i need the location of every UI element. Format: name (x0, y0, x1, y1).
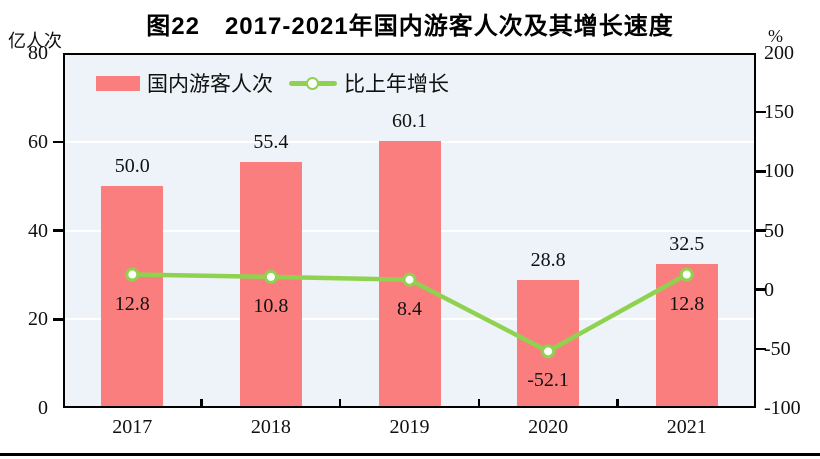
bar-value-label: 28.8 (530, 249, 566, 272)
bar-value-label: 55.4 (253, 131, 289, 154)
left-axis-tick (53, 229, 63, 232)
growth-value-label: 12.8 (114, 292, 150, 315)
x-axis-tick (338, 399, 342, 408)
growth-point (125, 267, 140, 282)
growth-point (263, 269, 278, 284)
bar-legend-label: 国内游客人次 (147, 72, 273, 96)
left-axis-tick-label: 60 (28, 130, 48, 153)
growth-line-layer (125, 267, 694, 359)
left-axis-tick-label: 80 (28, 42, 48, 64)
left-axis-tick-label: 0 (38, 397, 48, 419)
bar (101, 186, 164, 408)
x-axis-label: 2021 (666, 416, 707, 438)
growth-point (679, 267, 694, 282)
x-axis-label: 2018 (250, 416, 291, 438)
right-axis-tick (756, 347, 766, 351)
right-axis-tick-label: -100 (764, 397, 801, 419)
x-axis-label: 2019 (389, 416, 430, 438)
x-axis-tick (477, 399, 481, 408)
left-axis-tick-label: 40 (28, 219, 48, 242)
line-legend-label: 比上年增长 (344, 72, 449, 96)
line-legend-marker-icon (306, 76, 319, 90)
bar-value-label: 60.1 (392, 110, 427, 133)
growth-value-label: 10.8 (253, 294, 289, 317)
x-axis-label: 2017 (112, 416, 153, 438)
x-axis-tick (616, 399, 619, 408)
right-axis-tick-label: 50 (764, 219, 784, 242)
plot-area: 国内游客人次 比上年增长 50.0 55.4 60.1 28.8 32.5 12.8 10.… (63, 53, 756, 408)
chart-title: 图22 2017-2021年国内游客人次及其增长速度 (146, 13, 674, 40)
bar-legend-swatch (96, 75, 140, 91)
bar (239, 162, 302, 408)
right-axis-tick-label: -50 (764, 337, 791, 360)
right-axis-tick (756, 110, 766, 114)
left-axis-unit: 亿人次 (8, 31, 62, 51)
x-axis-tick (200, 399, 203, 408)
growth-value-label: 8.4 (397, 297, 422, 320)
right-axis-tick (756, 229, 766, 232)
bar (517, 280, 580, 408)
growth-point (541, 344, 556, 359)
x-axis-label: 2020 (528, 416, 569, 438)
growth-point (402, 272, 417, 287)
left-axis-tick (53, 140, 63, 143)
right-axis-tick-label: 100 (764, 160, 794, 183)
right-axis-unit: % (768, 26, 783, 46)
growth-value-label: 12.8 (669, 292, 705, 315)
growth-value-label: -52.1 (527, 369, 569, 392)
left-axis-tick-label: 20 (28, 308, 48, 331)
figure-bottom-rule (0, 453, 820, 456)
right-axis-tick-label: 150 (764, 101, 794, 124)
right-axis-tick-label: 0 (764, 278, 774, 301)
line-legend-swatch (289, 76, 337, 91)
right-axis-tick (756, 170, 766, 173)
left-axis-tick (53, 318, 63, 321)
legend: 国内游客人次 比上年增长 (96, 68, 449, 98)
right-axis-tick-label: 200 (764, 42, 794, 64)
right-axis-tick (756, 288, 766, 291)
bar-value-label: 50.0 (114, 155, 150, 178)
bar-value-label: 32.5 (669, 232, 705, 255)
